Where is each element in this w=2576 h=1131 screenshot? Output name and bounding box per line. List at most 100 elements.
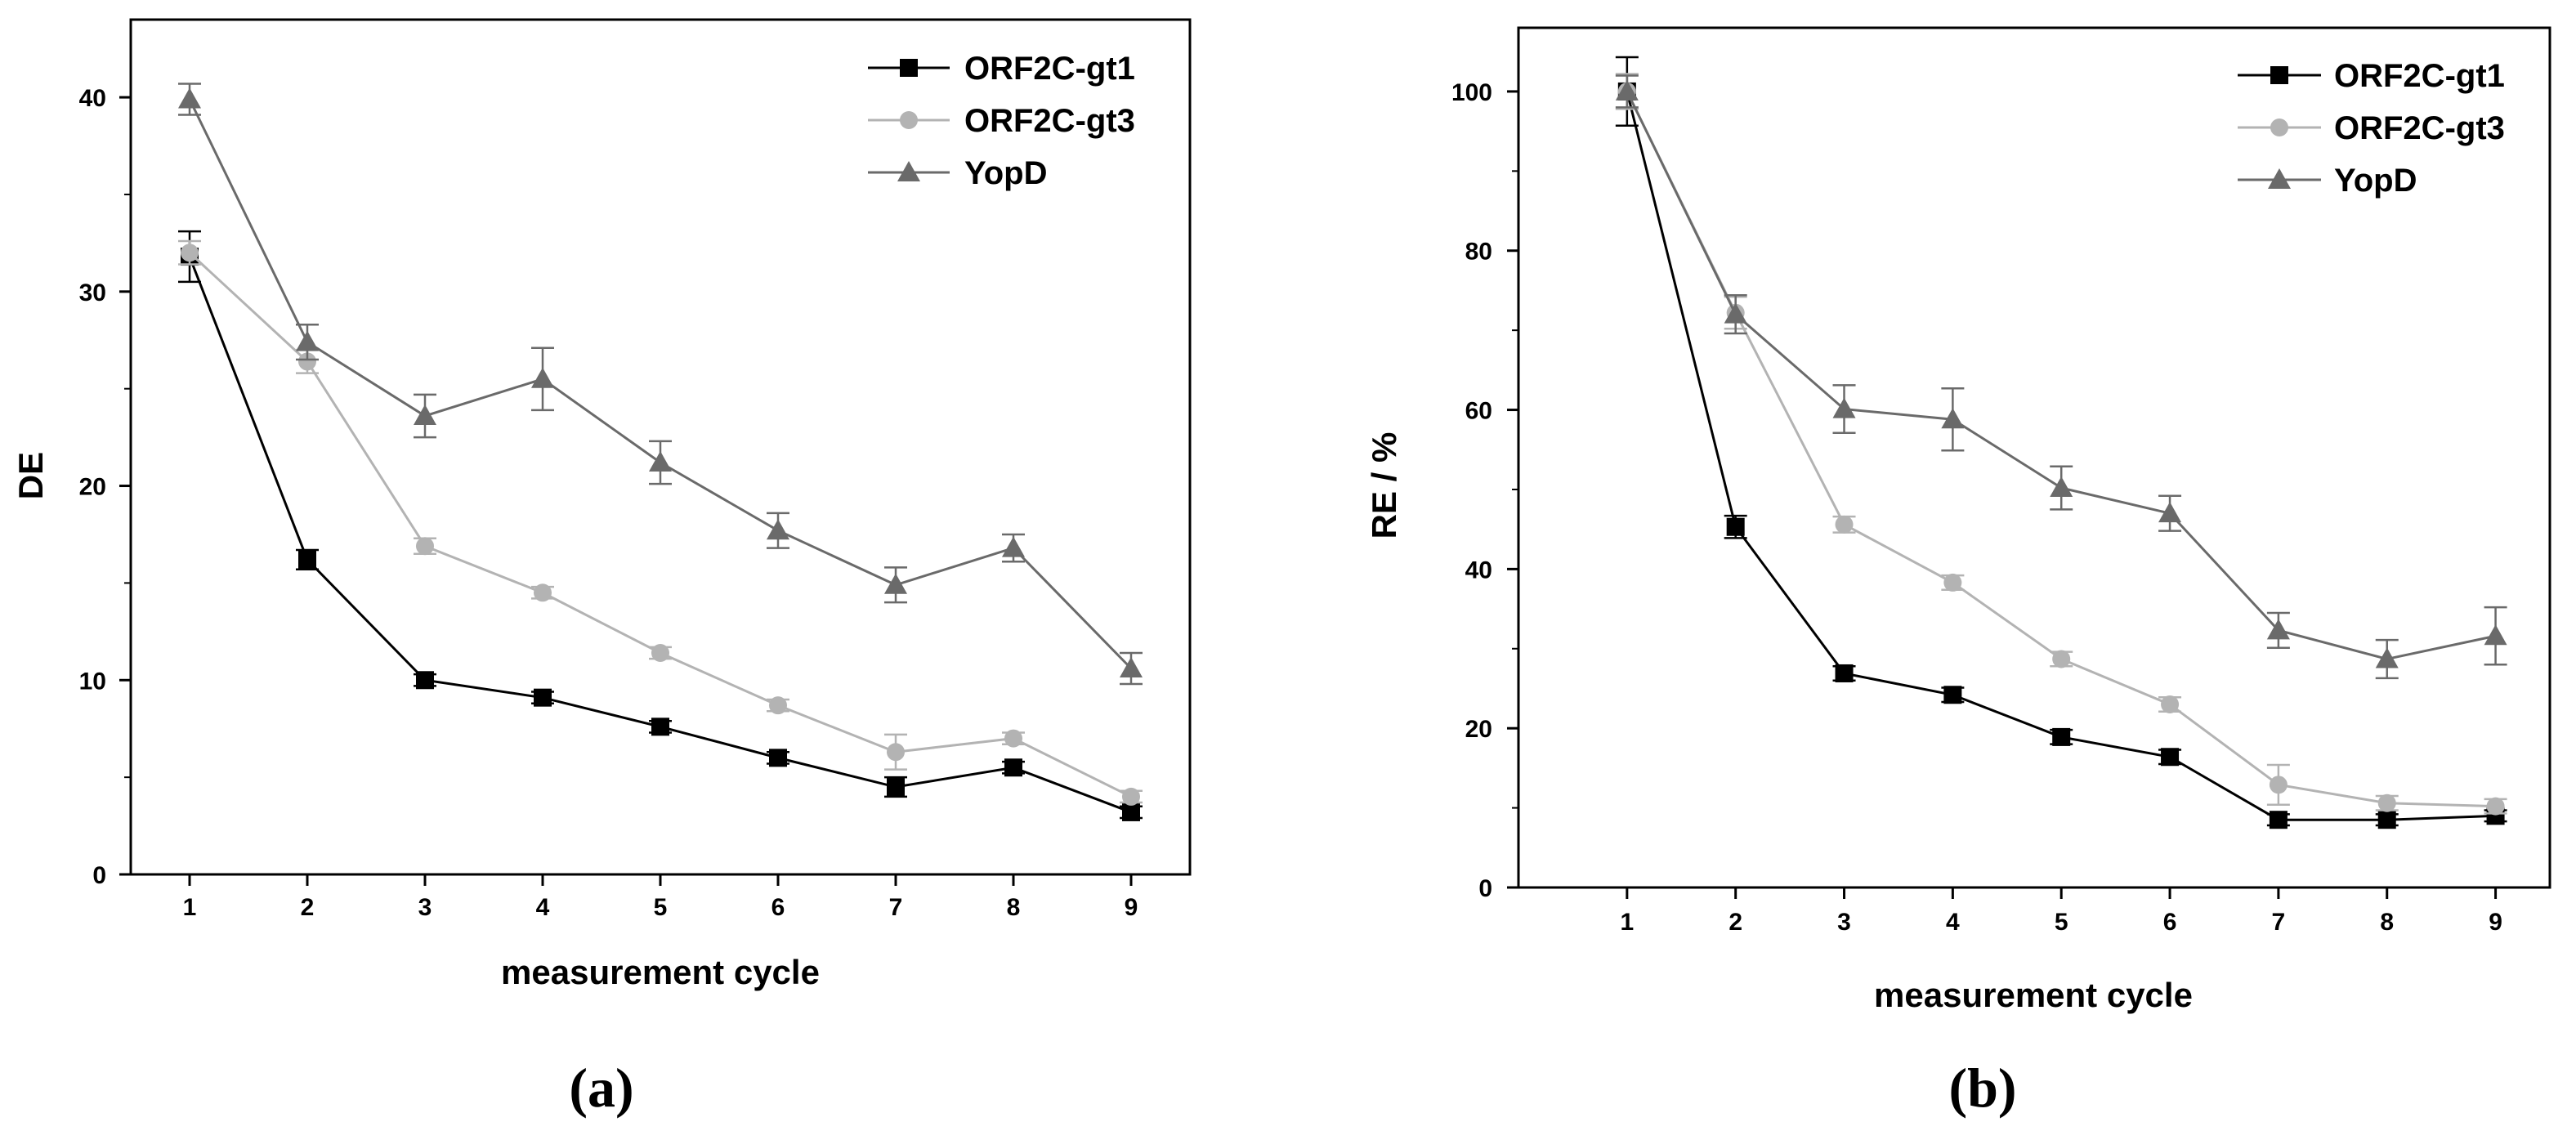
data-point-square xyxy=(2052,727,2071,746)
series-orf2c-gt3 xyxy=(178,239,1143,806)
legend-entry-orf2c-gt3: ORF2C-gt3 xyxy=(868,103,1135,139)
x-tick-label: 5 xyxy=(2055,909,2068,936)
series-orf2c-gt1 xyxy=(178,230,1143,821)
data-point-triangle xyxy=(884,573,907,594)
legend-entry-yopd: YopD xyxy=(2238,163,2417,199)
y-tick-label: 30 xyxy=(79,279,106,306)
panel-a-y-axis-title: DE xyxy=(11,452,50,499)
data-point-triangle xyxy=(414,404,436,425)
legend-entry-yopd: YopD xyxy=(868,155,1047,191)
data-point-triangle xyxy=(2158,502,2182,523)
data-point-square xyxy=(2269,811,2288,829)
y-tick-label: 20 xyxy=(79,474,106,501)
y-tick-label: 0 xyxy=(1478,875,1492,902)
legend-marker-triangle-icon xyxy=(2268,168,2291,189)
series-yopd xyxy=(1615,74,2507,680)
data-point-circle xyxy=(1943,573,1962,592)
x-tick-label: 1 xyxy=(1620,909,1634,936)
data-point-triangle xyxy=(2484,624,2507,646)
data-point-circle xyxy=(2052,650,2071,668)
data-point-triangle xyxy=(2050,476,2073,498)
x-tick-label: 3 xyxy=(1837,909,1851,936)
x-tick-label: 2 xyxy=(301,894,315,921)
data-point-triangle xyxy=(1120,657,1143,678)
data-point-circle xyxy=(2377,793,2396,812)
legend-entry-orf2c-gt1: ORF2C-gt1 xyxy=(2238,58,2505,94)
series-line xyxy=(1626,91,2496,808)
x-tick-label: 6 xyxy=(771,894,785,921)
data-point-triangle xyxy=(2375,647,2399,668)
series-orf2c-gt1 xyxy=(1615,56,2507,829)
legend-marker-circle-icon xyxy=(900,111,918,129)
series-yopd xyxy=(178,83,1143,686)
data-point-square xyxy=(416,671,434,690)
data-point-circle xyxy=(1835,515,1854,534)
data-point-square xyxy=(1943,686,1962,704)
y-tick-label: 40 xyxy=(1465,557,1492,583)
data-point-circle xyxy=(2269,776,2288,794)
panel-b-label: (b) xyxy=(1948,1057,2016,1119)
data-point-circle xyxy=(2486,797,2505,816)
data-point-triangle xyxy=(2266,619,2290,640)
panel-b-y-axis-title: RE / % xyxy=(1365,432,1403,539)
x-tick-label: 9 xyxy=(1125,894,1138,921)
series-line xyxy=(1626,91,2496,821)
data-point-square xyxy=(769,749,787,767)
panel-b-plot-frame xyxy=(1517,26,2551,889)
panel-b-series-layer xyxy=(1615,56,2507,829)
data-point-triangle xyxy=(296,330,319,351)
data-point-triangle xyxy=(1724,302,1747,324)
data-point-circle xyxy=(887,743,905,762)
data-point-circle xyxy=(534,583,552,602)
legend-marker-triangle-icon xyxy=(897,161,920,181)
data-point-triangle xyxy=(767,519,789,540)
data-point-circle xyxy=(651,643,669,662)
x-tick-label: 7 xyxy=(2272,909,2286,936)
data-point-square xyxy=(534,688,552,707)
x-tick-label: 9 xyxy=(2489,909,2502,936)
data-point-circle xyxy=(298,352,316,371)
panel-b-x-axis-title: measurement cycle xyxy=(1874,976,2193,1014)
panel-a-series-layer xyxy=(178,83,1143,821)
data-point-circle xyxy=(2161,695,2180,713)
legend-entry-orf2c-gt1: ORF2C-gt1 xyxy=(868,51,1135,87)
data-point-square xyxy=(2377,811,2396,829)
panel-b-ticks: 1 2 3 4 5 6 7 8 9 0 20 40 60 80 100 xyxy=(1451,79,2502,936)
y-tick-label: 0 xyxy=(92,862,106,889)
x-tick-label: 4 xyxy=(536,894,550,921)
data-point-circle xyxy=(416,537,434,556)
x-tick-label: 8 xyxy=(1007,894,1021,921)
x-tick-label: 3 xyxy=(418,894,432,921)
y-tick-label: 80 xyxy=(1465,239,1492,266)
legend-marker-square-icon xyxy=(2270,66,2288,84)
x-tick-label: 1 xyxy=(183,894,197,921)
data-point-circle xyxy=(1122,787,1140,806)
legend-label-orf2c-gt1: ORF2C-gt1 xyxy=(964,51,1135,87)
data-point-square xyxy=(651,717,669,736)
x-tick-label: 8 xyxy=(2380,909,2394,936)
data-point-circle xyxy=(1004,729,1022,748)
panel-a-legend: ORF2C-gt1 ORF2C-gt3 YopD xyxy=(868,51,1135,191)
data-point-square xyxy=(1122,802,1140,821)
legend-entry-orf2c-gt3: ORF2C-gt3 xyxy=(2238,110,2505,146)
x-tick-label: 7 xyxy=(889,894,903,921)
y-tick-label: 20 xyxy=(1465,716,1492,743)
data-point-square xyxy=(1726,517,1745,536)
data-point-triangle xyxy=(1941,408,1965,429)
panel-a-label: (a) xyxy=(569,1057,633,1119)
y-tick-label: 40 xyxy=(79,85,106,112)
y-tick-label: 100 xyxy=(1451,79,1492,106)
x-tick-label: 2 xyxy=(1729,909,1742,936)
legend-label-orf2c-gt3: ORF2C-gt3 xyxy=(2334,110,2505,146)
y-tick-label: 10 xyxy=(79,668,106,695)
data-point-triangle xyxy=(649,451,672,472)
series-line xyxy=(188,252,1132,798)
data-point-circle xyxy=(181,244,199,262)
legend-marker-square-icon xyxy=(900,59,918,77)
data-point-square xyxy=(298,550,316,569)
data-point-triangle xyxy=(1832,397,1856,418)
y-tick-label: 60 xyxy=(1465,398,1492,425)
